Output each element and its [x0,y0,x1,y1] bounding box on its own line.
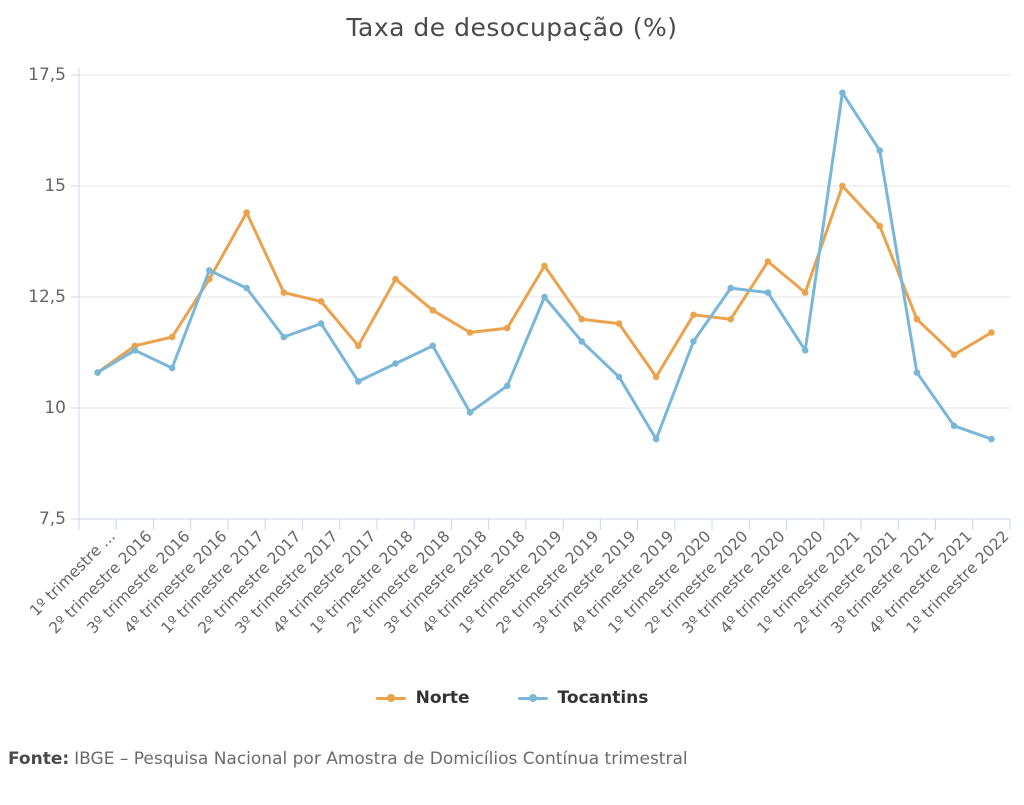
legend-item-tocantins[interactable]: Tocantins [517,688,649,708]
data-point-norte[interactable] [615,320,623,327]
data-point-norte[interactable] [578,315,585,323]
data-point-tocantins[interactable] [168,364,176,372]
tocantins-line-marker-icon [517,694,548,702]
data-point-norte[interactable] [392,275,399,283]
data-point-norte[interactable] [801,289,809,296]
legend-label-tocantins: Tocantins [557,688,649,708]
data-point-tocantins[interactable] [876,147,883,154]
data-point-norte[interactable] [690,311,697,319]
data-point-norte[interactable] [839,182,846,190]
data-point-tocantins[interactable] [243,284,250,292]
data-point-norte[interactable] [652,373,660,381]
data-point-norte[interactable] [280,289,288,296]
data-point-tocantins[interactable] [727,284,734,292]
data-point-tocantins[interactable] [615,373,623,381]
data-point-norte[interactable] [764,258,772,265]
data-point-norte[interactable] [504,324,511,332]
data-point-tocantins[interactable] [131,347,139,354]
source-note-text: IBGE – Pesquisa Nacional por Amostra de … [74,749,688,769]
data-point-norte[interactable] [876,222,883,230]
source-note-label: Fonte: [8,749,70,769]
data-point-norte[interactable] [541,262,548,270]
y-tick-label: 12,5 [28,287,66,307]
data-point-tocantins[interactable] [690,338,697,345]
data-point-tocantins[interactable] [429,342,437,350]
chart-title: Taxa de desocupação (%) [346,13,678,42]
data-point-norte[interactable] [950,351,958,359]
data-point-norte[interactable] [429,307,437,314]
y-tick-label: 10 [44,398,66,418]
data-point-norte[interactable] [355,342,362,350]
y-tick-label: 17,5 [28,65,66,85]
data-point-tocantins[interactable] [206,267,213,274]
y-tick-label: 15 [44,176,66,196]
legend: Norte Tocantins [0,688,1024,708]
source-note: Fonte: IBGE – Pesquisa Nacional por Amost… [8,749,688,769]
data-point-tocantins[interactable] [988,435,995,443]
chart-canvas [71,68,1011,530]
data-point-norte[interactable] [466,329,474,336]
data-point-norte[interactable] [727,315,734,323]
data-point-tocantins[interactable] [280,333,288,341]
data-point-tocantins[interactable] [317,320,325,327]
data-point-norte[interactable] [243,209,250,216]
data-point-tocantins[interactable] [541,293,548,301]
data-point-tocantins[interactable] [355,378,362,385]
legend-item-norte[interactable]: Norte [375,688,470,708]
data-point-norte[interactable] [988,329,995,336]
data-point-tocantins[interactable] [839,89,846,97]
data-point-tocantins[interactable] [913,369,921,376]
data-point-tocantins[interactable] [652,435,660,443]
data-point-tocantins[interactable] [466,409,474,416]
y-tick-label: 7,5 [38,509,66,529]
data-point-tocantins[interactable] [950,422,958,430]
data-point-tocantins[interactable] [392,360,399,367]
data-point-norte[interactable] [913,315,921,323]
norte-line-marker-icon [375,694,406,702]
data-point-tocantins[interactable] [504,382,511,390]
data-point-norte[interactable] [317,298,325,305]
data-point-norte[interactable] [168,333,176,341]
data-point-tocantins[interactable] [578,338,585,345]
data-point-tocantins[interactable] [94,369,101,376]
legend-label-norte: Norte [415,688,470,708]
data-point-tocantins[interactable] [801,347,809,354]
data-point-tocantins[interactable] [764,289,772,296]
